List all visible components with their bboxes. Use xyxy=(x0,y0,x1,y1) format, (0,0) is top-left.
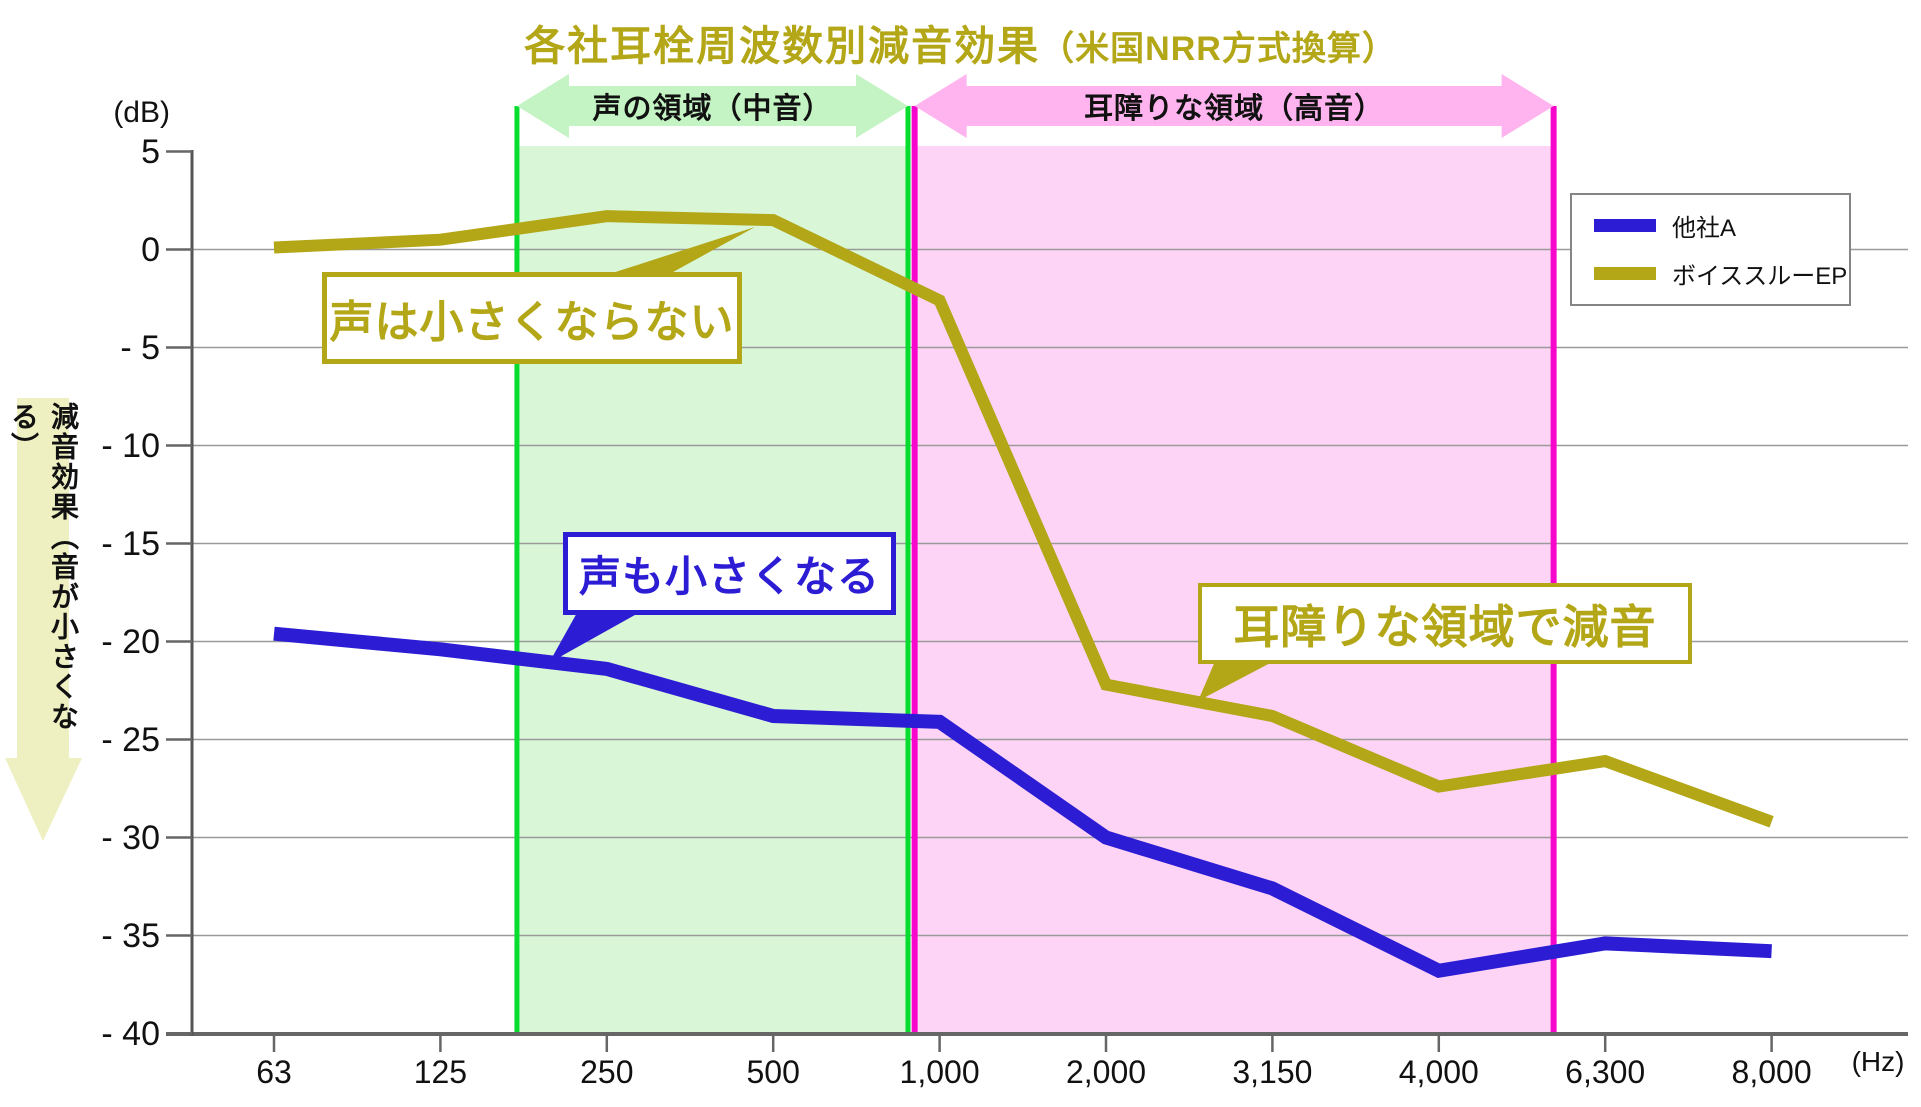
y-axis-down-arrow xyxy=(5,398,82,841)
region-arrow-0 xyxy=(516,74,908,138)
x-axis-unit-label: (Hz) xyxy=(1851,1046,1905,1077)
y-tick-label-2: - 5 xyxy=(120,328,160,367)
callout-annoying-region-reduced: 耳障りな領域で減音 xyxy=(1198,583,1692,664)
y-tick-label-9: - 40 xyxy=(101,1014,160,1053)
y-axis-unit-label: (dB) xyxy=(113,96,170,129)
x-tick-label-8: 6,300 xyxy=(1565,1054,1646,1090)
x-tick-label-4: 1,000 xyxy=(899,1054,980,1090)
callout-annoying-region-reduced-text: 耳障りな領域で減音 xyxy=(1233,600,1657,653)
y-tick-label-0: 5 xyxy=(141,132,160,171)
legend-swatch-othera xyxy=(1594,219,1656,232)
y-tick-label-4: - 15 xyxy=(101,524,160,563)
callout-voice-not-reduced-text: 声は小さくならない xyxy=(329,298,735,347)
y-tick-label-6: - 25 xyxy=(101,720,160,759)
callout-tail-0 xyxy=(600,227,755,277)
region-arrow-1 xyxy=(914,74,1554,138)
legend-label-voicethrough: ボイススルーEP xyxy=(1672,263,1848,290)
y-tick-label-1: 0 xyxy=(141,230,160,269)
x-tick-label-7: 4,000 xyxy=(1398,1054,1479,1090)
region-label-annoying: 耳障りな領域（高音） xyxy=(1084,93,1385,125)
x-tick-label-9: 8,000 xyxy=(1731,1054,1812,1090)
region-label-voice: 声の領域（中音） xyxy=(592,93,833,125)
y-tick-label-7: - 30 xyxy=(101,818,160,857)
series-line-0 xyxy=(273,626,1772,979)
legend-label-othera: 他社A xyxy=(1672,215,1737,242)
legend-item-othera: 他社A xyxy=(1594,208,1849,243)
y-tick-label-8: - 35 xyxy=(101,916,160,955)
y-axis-arrow-label: 減音効果（音が小さくなる） xyxy=(8,402,79,732)
callout-tail-2 xyxy=(1198,659,1278,701)
callout-voice-not-reduced: 声は小さくならない xyxy=(322,272,742,364)
chart-title-suffix: （米国NRR方式換算） xyxy=(1040,30,1397,68)
x-tick-label-2: 250 xyxy=(580,1054,634,1090)
legend-item-voicethrough: ボイススルーEP xyxy=(1594,256,1849,291)
callout-tail-1 xyxy=(549,611,642,663)
x-tick-label-3: 500 xyxy=(746,1054,800,1090)
y-tick-label-3: - 10 xyxy=(101,426,160,465)
series-line-1 xyxy=(273,210,1774,828)
callout-voice-also-reduced-text: 声も小さくなる xyxy=(578,553,880,600)
legend-swatch-voicethrough xyxy=(1594,267,1656,280)
x-tick-label-6: 3,150 xyxy=(1232,1054,1313,1090)
chart-title: 各社耳栓周波数別減音効果（米国NRR方式換算） xyxy=(0,12,1921,72)
x-tick-label-0: 63 xyxy=(256,1054,292,1090)
chart-title-main: 各社耳栓周波数別減音効果 xyxy=(524,23,1041,69)
x-tick-label-5: 2,000 xyxy=(1065,1054,1147,1090)
x-tick-label-1: 125 xyxy=(413,1054,468,1090)
y-tick-label-5: - 20 xyxy=(101,622,160,661)
callout-voice-also-reduced: 声も小さくなる xyxy=(563,532,896,615)
legend: 他社A ボイススルーEP xyxy=(1570,193,1851,306)
